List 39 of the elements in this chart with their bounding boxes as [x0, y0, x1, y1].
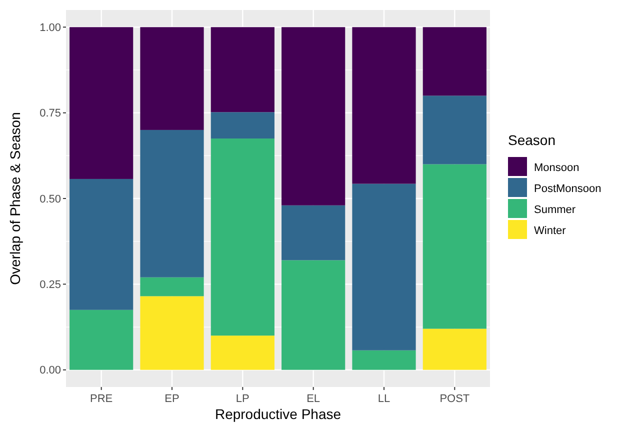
- bar: [70, 310, 134, 370]
- x-axis-title: Reproductive Phase: [214, 406, 342, 422]
- bar: [352, 184, 416, 350]
- y-tick-label: 0.25: [40, 279, 61, 292]
- bar: [140, 277, 204, 296]
- bar: [70, 178, 134, 310]
- legend-label: Summer: [534, 204, 576, 216]
- bar: [422, 96, 486, 164]
- bar: [422, 27, 486, 96]
- x-tick-label: EP: [164, 393, 180, 405]
- x-tick-label: LL: [378, 393, 390, 405]
- y-tick-label: 0.00: [40, 364, 61, 377]
- bar: [140, 130, 204, 278]
- bar: [140, 296, 204, 370]
- x-tick-label: EL: [306, 393, 320, 405]
- bar: [282, 205, 346, 260]
- bar: [210, 138, 274, 336]
- bar: [210, 112, 274, 139]
- bar: [140, 27, 204, 130]
- x-tick-label: PRE: [90, 393, 113, 405]
- y-axis-title: Overlap of Phase & Season: [7, 112, 23, 285]
- bar: [282, 260, 346, 370]
- bar: [422, 164, 486, 329]
- y-tick-label: 0.50: [40, 193, 61, 206]
- legend-label: PostMonsoon: [534, 182, 602, 195]
- y-tick-label: 1.00: [40, 22, 61, 34]
- bar: [70, 27, 134, 179]
- bar: [210, 336, 274, 370]
- bar: [352, 27, 416, 184]
- legend-label: Monsoon: [534, 162, 580, 174]
- x-tick-label: POST: [440, 393, 470, 405]
- legend-title: Season: [508, 132, 556, 148]
- y-tick-label: 0.75: [40, 108, 61, 120]
- x-tick-label: LP: [236, 393, 250, 405]
- bar: [282, 27, 346, 206]
- bar: [210, 27, 274, 112]
- bar: [352, 350, 416, 370]
- bar: [422, 328, 486, 370]
- legend-label: Winter: [534, 224, 566, 237]
